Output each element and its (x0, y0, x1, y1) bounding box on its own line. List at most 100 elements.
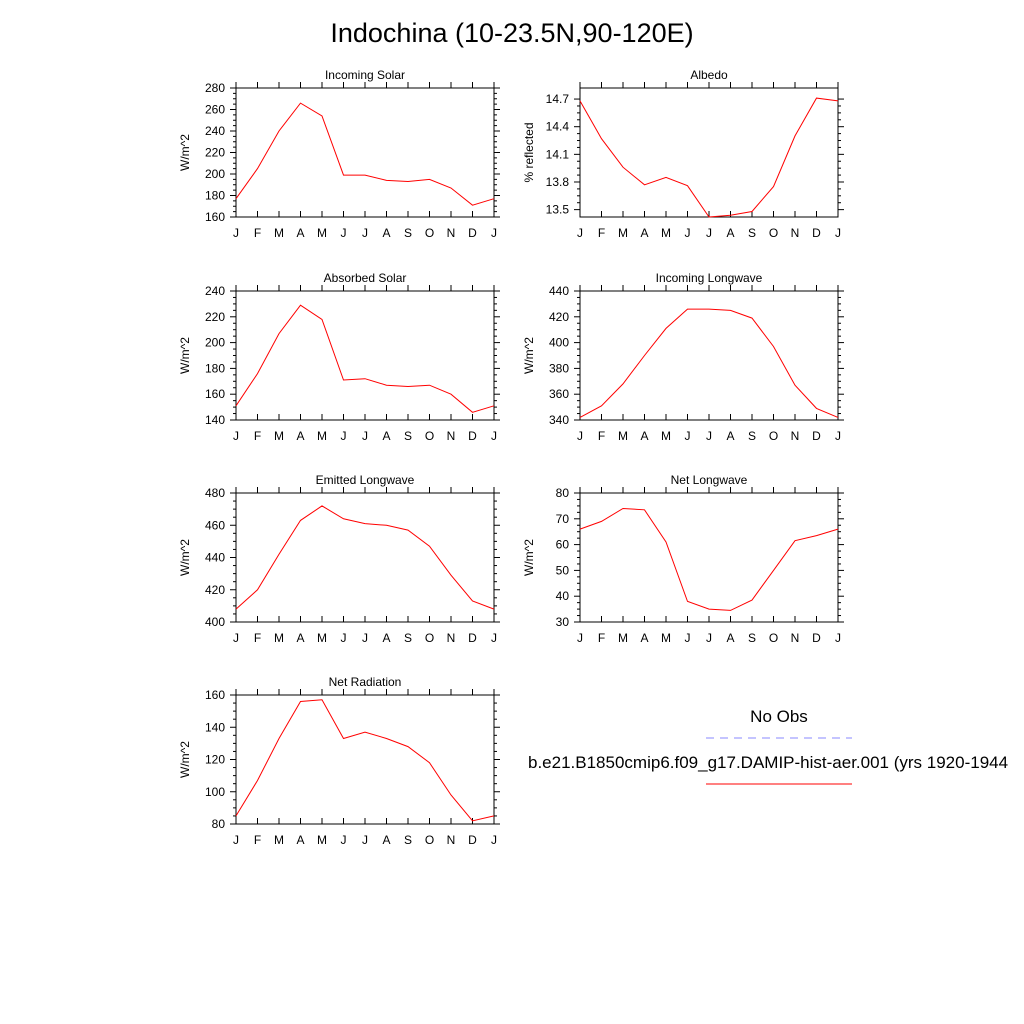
y-tick-label: 80 (212, 817, 226, 831)
x-tick-label: J (577, 429, 583, 443)
x-tick-label: M (317, 631, 327, 645)
chart-title: Net Longwave (671, 473, 748, 487)
y-tick-label: 40 (556, 589, 570, 603)
x-tick-label: J (685, 429, 691, 443)
y-axis-label: W/m^2 (178, 337, 192, 374)
x-tick-label: J (233, 631, 239, 645)
y-tick-label: 220 (205, 146, 225, 160)
x-tick-label: A (296, 631, 304, 645)
x-tick-label: A (382, 429, 390, 443)
series-line (235, 102, 495, 206)
x-tick-label: M (661, 631, 671, 645)
y-axis-label: W/m^2 (178, 741, 192, 778)
y-tick-label: 380 (549, 361, 569, 375)
y-axis-label: W/m^2 (178, 539, 192, 576)
chart-title: Net Radiation (329, 675, 402, 689)
x-tick-label: M (661, 226, 671, 240)
x-tick-label: S (748, 429, 756, 443)
x-tick-label: A (382, 226, 390, 240)
x-tick-label: S (748, 226, 756, 240)
x-tick-label: J (491, 226, 497, 240)
plot-frame (579, 290, 839, 421)
x-tick-label: M (618, 429, 628, 443)
x-tick-label: D (468, 631, 477, 645)
x-tick-label: S (404, 226, 412, 240)
x-tick-label: O (425, 631, 434, 645)
y-tick-label: 420 (549, 310, 569, 324)
x-tick-label: N (447, 833, 456, 847)
y-tick-label: 280 (205, 81, 225, 95)
x-tick-label: A (296, 833, 304, 847)
x-tick-label: F (254, 226, 261, 240)
x-tick-label: O (769, 226, 778, 240)
x-tick-label: S (404, 631, 412, 645)
x-tick-label: J (362, 429, 368, 443)
plot-frame (579, 492, 839, 623)
y-tick-label: 30 (556, 615, 570, 629)
x-tick-label: J (577, 226, 583, 240)
y-tick-label: 180 (205, 189, 225, 203)
x-tick-label: N (791, 631, 800, 645)
x-tick-label: A (726, 226, 734, 240)
x-tick-label: J (835, 631, 841, 645)
y-tick-label: 360 (549, 387, 569, 401)
y-tick-label: 14.4 (546, 120, 570, 134)
y-tick-label: 200 (205, 336, 225, 350)
x-tick-label: J (706, 429, 712, 443)
x-tick-label: J (835, 226, 841, 240)
x-tick-label: J (362, 833, 368, 847)
plot-frame (579, 87, 839, 218)
series-line (235, 304, 495, 413)
chart-title: Albedo (690, 68, 728, 82)
series-line (235, 699, 495, 822)
x-tick-label: D (812, 429, 821, 443)
x-tick-label: J (233, 833, 239, 847)
x-tick-label: O (425, 226, 434, 240)
y-tick-label: 14.7 (546, 92, 570, 106)
y-tick-label: 340 (549, 413, 569, 427)
y-tick-label: 200 (205, 167, 225, 181)
x-tick-label: N (447, 429, 456, 443)
x-tick-label: M (274, 631, 284, 645)
x-tick-label: D (468, 226, 477, 240)
x-tick-label: M (618, 631, 628, 645)
x-tick-label: F (598, 226, 605, 240)
x-tick-label: A (640, 226, 648, 240)
x-tick-label: M (317, 833, 327, 847)
x-tick-label: A (382, 833, 390, 847)
x-tick-label: D (812, 226, 821, 240)
y-tick-label: 400 (205, 615, 225, 629)
x-tick-label: J (362, 631, 368, 645)
y-axis-label: W/m^2 (522, 337, 536, 374)
x-tick-label: O (769, 631, 778, 645)
x-tick-label: J (233, 226, 239, 240)
x-tick-label: F (254, 833, 261, 847)
page-title: Indochina (10-23.5N,90-120E) (330, 18, 694, 48)
y-tick-label: 14.1 (546, 147, 570, 161)
x-tick-label: N (447, 226, 456, 240)
series-line (235, 505, 495, 610)
y-tick-label: 160 (205, 387, 225, 401)
x-tick-label: A (640, 429, 648, 443)
x-tick-label: D (468, 833, 477, 847)
y-tick-label: 80 (556, 486, 570, 500)
series-line (579, 308, 839, 418)
y-tick-label: 440 (205, 551, 225, 565)
y-tick-label: 120 (205, 753, 225, 767)
x-tick-label: A (296, 429, 304, 443)
x-tick-label: S (748, 631, 756, 645)
y-tick-label: 160 (205, 210, 225, 224)
x-tick-label: S (404, 833, 412, 847)
plot-frame (235, 492, 495, 623)
y-tick-label: 140 (205, 413, 225, 427)
y-tick-label: 180 (205, 361, 225, 375)
x-tick-label: A (726, 429, 734, 443)
y-tick-label: 240 (205, 284, 225, 298)
y-tick-label: 240 (205, 124, 225, 138)
x-tick-label: N (447, 631, 456, 645)
x-tick-label: F (598, 429, 605, 443)
